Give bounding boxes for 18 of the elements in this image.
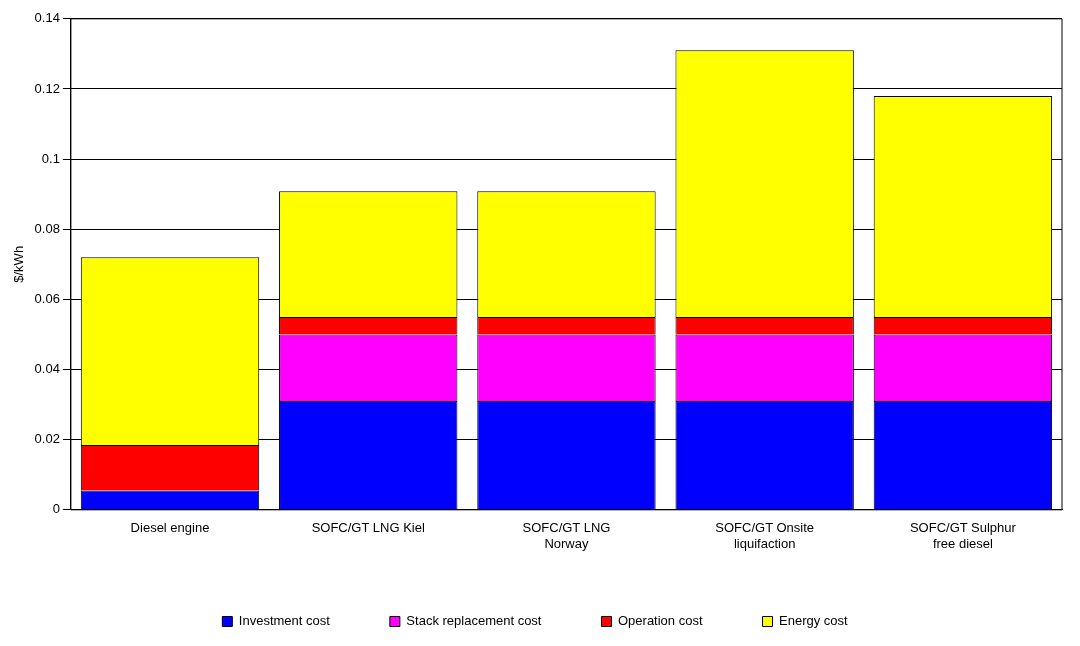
legend-label: Investment cost [238, 613, 331, 629]
y-tick-label: 0.02 [34, 431, 60, 447]
x-tick-label: SOFC/GT Onsite liquifaction [715, 520, 815, 551]
y-tick-label: 0.06 [34, 290, 60, 306]
y-tick-label: 0.1 [41, 150, 60, 166]
y-axis-title: $/kWh [11, 245, 27, 283]
legend-label: Energy cost [779, 613, 849, 629]
y-tick-label: 0.04 [34, 361, 60, 377]
y-tick-label: 0.14 [34, 10, 60, 26]
legend-label: Operation cost [617, 613, 703, 629]
y-tick-label: 0.08 [34, 220, 60, 236]
x-tick-label: SOFC/GT LNG Kiel [311, 520, 425, 536]
y-tick-label: 0 [52, 501, 60, 517]
x-tick-label: Diesel engine [130, 520, 210, 536]
y-tick-label: 0.12 [34, 80, 60, 96]
x-tick-label: SOFC/GT LNG Norway [522, 520, 611, 551]
legend-label: Stack replacement cost [406, 613, 542, 629]
x-tick-label: SOFC/GT Sulphur free diesel [909, 520, 1017, 551]
